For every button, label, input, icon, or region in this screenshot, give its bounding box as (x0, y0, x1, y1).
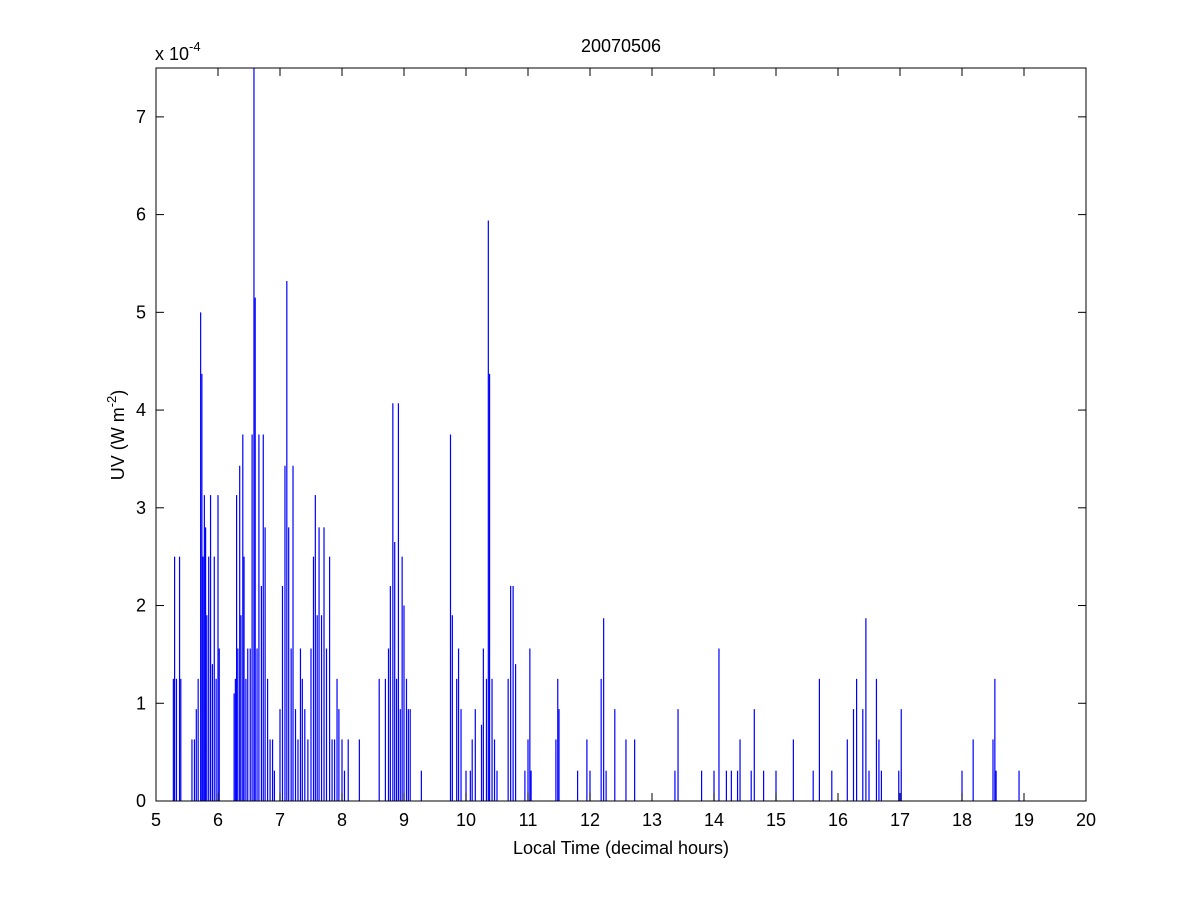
y-tick-label: 3 (136, 498, 146, 518)
y-tick-label: 0 (136, 791, 146, 811)
y-axis-multiplier: x 10-4 (155, 39, 201, 64)
x-tick-label: 17 (890, 810, 910, 830)
chart-title: 20070506 (581, 36, 661, 56)
y-tick-label: 4 (136, 400, 146, 420)
x-tick-label: 20 (1076, 810, 1096, 830)
x-tick-label: 18 (952, 810, 972, 830)
plot-frame (155, 67, 1087, 802)
y-tick-label: 5 (136, 302, 146, 322)
x-tick-label: 7 (275, 810, 285, 830)
x-tick-label: 13 (642, 810, 662, 830)
multiplier-base: x 10 (155, 44, 189, 64)
x-tick-label: 10 (456, 810, 476, 830)
uv-trace-layer (170, 68, 1028, 802)
x-tick-label: 8 (337, 810, 347, 830)
y-tick-label: 7 (136, 107, 146, 127)
x-tick-label: 19 (1014, 810, 1034, 830)
x-tick-label: 6 (213, 810, 223, 830)
y-tick-label: 2 (136, 596, 146, 616)
x-tick-label: 9 (399, 810, 409, 830)
x-axis-label: Local Time (decimal hours) (513, 838, 729, 858)
x-tick-label: 5 (151, 810, 161, 830)
y-axis-label-main: UV (W m (108, 407, 128, 480)
x-axis-ticks: 5 6 7 8 9 10 11 12 13 14 15 16 17 18 19 20 (151, 68, 1096, 830)
svg-text:UV (W m-2): UV (W m-2) (104, 390, 128, 481)
x-tick-label: 15 (766, 810, 786, 830)
plot-area (156, 68, 1086, 801)
y-tick-label: 1 (136, 693, 146, 713)
x-tick-label: 11 (519, 810, 538, 830)
multiplier-exponent: -4 (189, 39, 201, 54)
x-tick-label: 14 (704, 810, 724, 830)
y-axis-label-exponent: -2 (104, 396, 119, 408)
y-tick-label: 6 (136, 205, 146, 225)
x-tick-label: 16 (828, 810, 848, 830)
y-axis-label: UV (W m-2) (104, 390, 128, 481)
y-axis-label-close: ) (108, 390, 128, 396)
y-axis-ticks: 0 1 2 3 4 5 6 7 (136, 107, 1086, 811)
x-tick-label: 12 (580, 810, 600, 830)
